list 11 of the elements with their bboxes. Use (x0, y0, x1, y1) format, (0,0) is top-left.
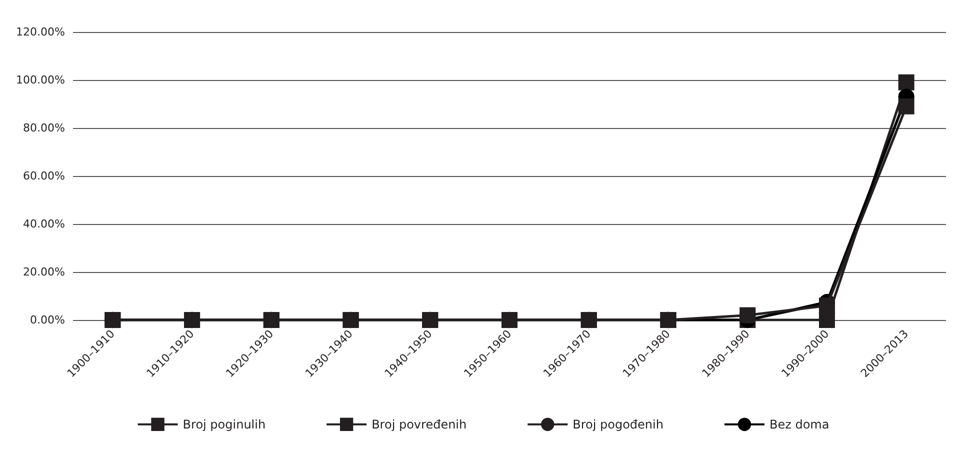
legend-label: Broj povređenih (372, 417, 467, 432)
y-tick-label: 100.00% (16, 74, 65, 86)
y-tick-label: 40.00% (23, 218, 65, 230)
legend-label: Broj pogođenih (572, 417, 664, 432)
y-tick-label: 80.00% (23, 122, 65, 134)
y-tick-label: 60.00% (23, 170, 65, 182)
legend-label: Bez doma (769, 417, 830, 432)
y-tick-label: 120.00% (16, 26, 65, 38)
legend-label: Broj poginulih (182, 417, 266, 432)
y-tick-label: 20.00% (23, 266, 65, 278)
y-tick-label: 0.00% (30, 314, 65, 326)
